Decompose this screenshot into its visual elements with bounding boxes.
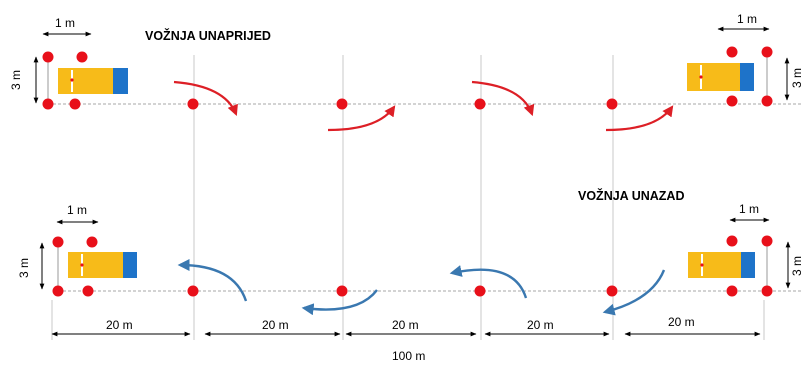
reverse-start-vehicle: 1 m 3 m bbox=[688, 202, 803, 297]
traffic-cone-icon bbox=[726, 95, 738, 107]
length-label: 1 m bbox=[739, 202, 759, 216]
van-icon bbox=[58, 68, 128, 94]
reverse-arrows bbox=[177, 259, 666, 316]
traffic-cone-icon bbox=[726, 285, 738, 297]
forward-end-vehicle: 1 m 3 m bbox=[687, 12, 803, 107]
traffic-cone-icon bbox=[726, 46, 738, 58]
curved-arrow-forward-icon bbox=[605, 105, 674, 132]
forward-start-vehicle: 1 m 3 m bbox=[9, 16, 128, 110]
van-icon bbox=[688, 252, 755, 278]
forward-title: VOŽNJA UNAPRIJED bbox=[145, 28, 271, 43]
segment-label: 20 m bbox=[527, 318, 554, 332]
width-label: 3 m bbox=[790, 256, 803, 276]
reverse-end-vehicle: 1 m 3 m bbox=[17, 203, 137, 297]
traffic-cone-icon bbox=[606, 98, 618, 110]
traffic-cone-icon bbox=[606, 285, 618, 297]
curved-arrow-reverse-icon bbox=[301, 289, 378, 316]
width-label: 3 m bbox=[17, 258, 31, 278]
traffic-cone-icon bbox=[69, 98, 81, 110]
traffic-cone-icon bbox=[761, 235, 773, 247]
width-label: 3 m bbox=[790, 68, 803, 88]
curved-arrow-reverse-icon bbox=[177, 259, 248, 302]
traffic-cone-icon bbox=[76, 51, 88, 63]
segment-label: 20 m bbox=[668, 315, 695, 329]
segment-label: 20 m bbox=[392, 318, 419, 332]
traffic-cone-icon bbox=[86, 236, 98, 248]
traffic-cone-icon bbox=[474, 285, 486, 297]
traffic-cone-icon bbox=[82, 285, 94, 297]
traffic-cone-icon bbox=[52, 285, 64, 297]
traffic-cone-icon bbox=[42, 51, 54, 63]
traffic-cone-icon bbox=[761, 95, 773, 107]
forward-arrows bbox=[173, 80, 674, 132]
reverse-title: VOŽNJA UNAZAD bbox=[578, 188, 684, 203]
traffic-cone-icon bbox=[42, 98, 54, 110]
traffic-cone-icon bbox=[474, 98, 486, 110]
total-distance-label: 100 m bbox=[392, 349, 425, 363]
curved-arrow-forward-icon bbox=[173, 80, 238, 117]
length-label: 1 m bbox=[55, 16, 75, 30]
curved-arrow-forward-icon bbox=[471, 80, 535, 117]
traffic-cone-icon bbox=[761, 285, 773, 297]
traffic-cone-icon bbox=[52, 236, 64, 248]
length-label: 1 m bbox=[67, 203, 87, 217]
curved-arrow-forward-icon bbox=[327, 105, 396, 132]
traffic-cone-icon bbox=[726, 235, 738, 247]
segment-label: 20 m bbox=[106, 318, 133, 332]
traffic-cone-icon bbox=[336, 98, 348, 110]
width-label: 3 m bbox=[9, 70, 23, 90]
traffic-cone-icon bbox=[187, 285, 199, 297]
van-icon bbox=[68, 252, 137, 278]
traffic-cone-icon bbox=[336, 285, 348, 297]
segment-label: 20 m bbox=[262, 318, 289, 332]
traffic-cone-icon bbox=[187, 98, 199, 110]
curved-arrow-reverse-icon bbox=[449, 265, 528, 299]
van-icon bbox=[687, 63, 754, 91]
length-label: 1 m bbox=[737, 12, 757, 26]
traffic-cone-icon bbox=[761, 46, 773, 58]
curved-arrow-reverse-icon bbox=[602, 269, 666, 316]
